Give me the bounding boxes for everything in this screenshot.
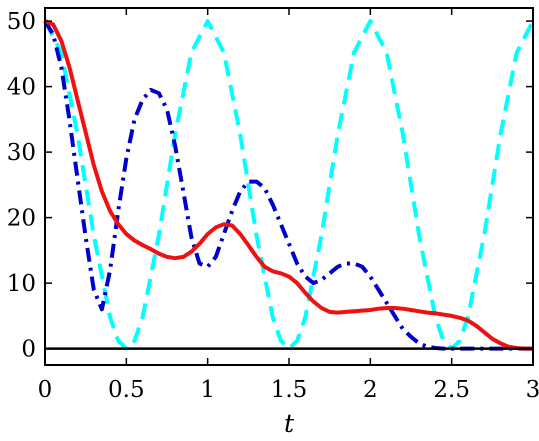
series-layer (43, 19, 535, 351)
y-tick-label: 0 (21, 337, 36, 363)
x-tick-label: 2.5 (433, 377, 470, 403)
y-tick-label: 30 (7, 140, 36, 166)
x-tick-label: 2 (363, 377, 378, 403)
x-axis-label: t (284, 409, 295, 438)
x-tick-label: 0.5 (108, 377, 145, 403)
y-tick-label: 20 (7, 206, 36, 232)
x-tick-label: 1 (200, 377, 215, 403)
y-tick-label: 50 (7, 9, 36, 35)
y-axis-ticks: 0 10 20 30 40 50 (7, 9, 533, 363)
x-tick-label: 1.5 (271, 377, 308, 403)
y-tick-label: 40 (7, 75, 36, 101)
series-line-dashed (43, 19, 535, 351)
plot-area-frame (44, 7, 534, 366)
x-tick-label: 0 (38, 377, 53, 403)
series-line-solid (44, 19, 533, 351)
series-line-dash-dot (43, 20, 533, 351)
x-axis-ticks: 0 0.5 1 1.5 2 2.5 3 (38, 8, 539, 403)
y-tick-label: 10 (7, 271, 36, 297)
x-tick-label: 3 (526, 377, 539, 403)
